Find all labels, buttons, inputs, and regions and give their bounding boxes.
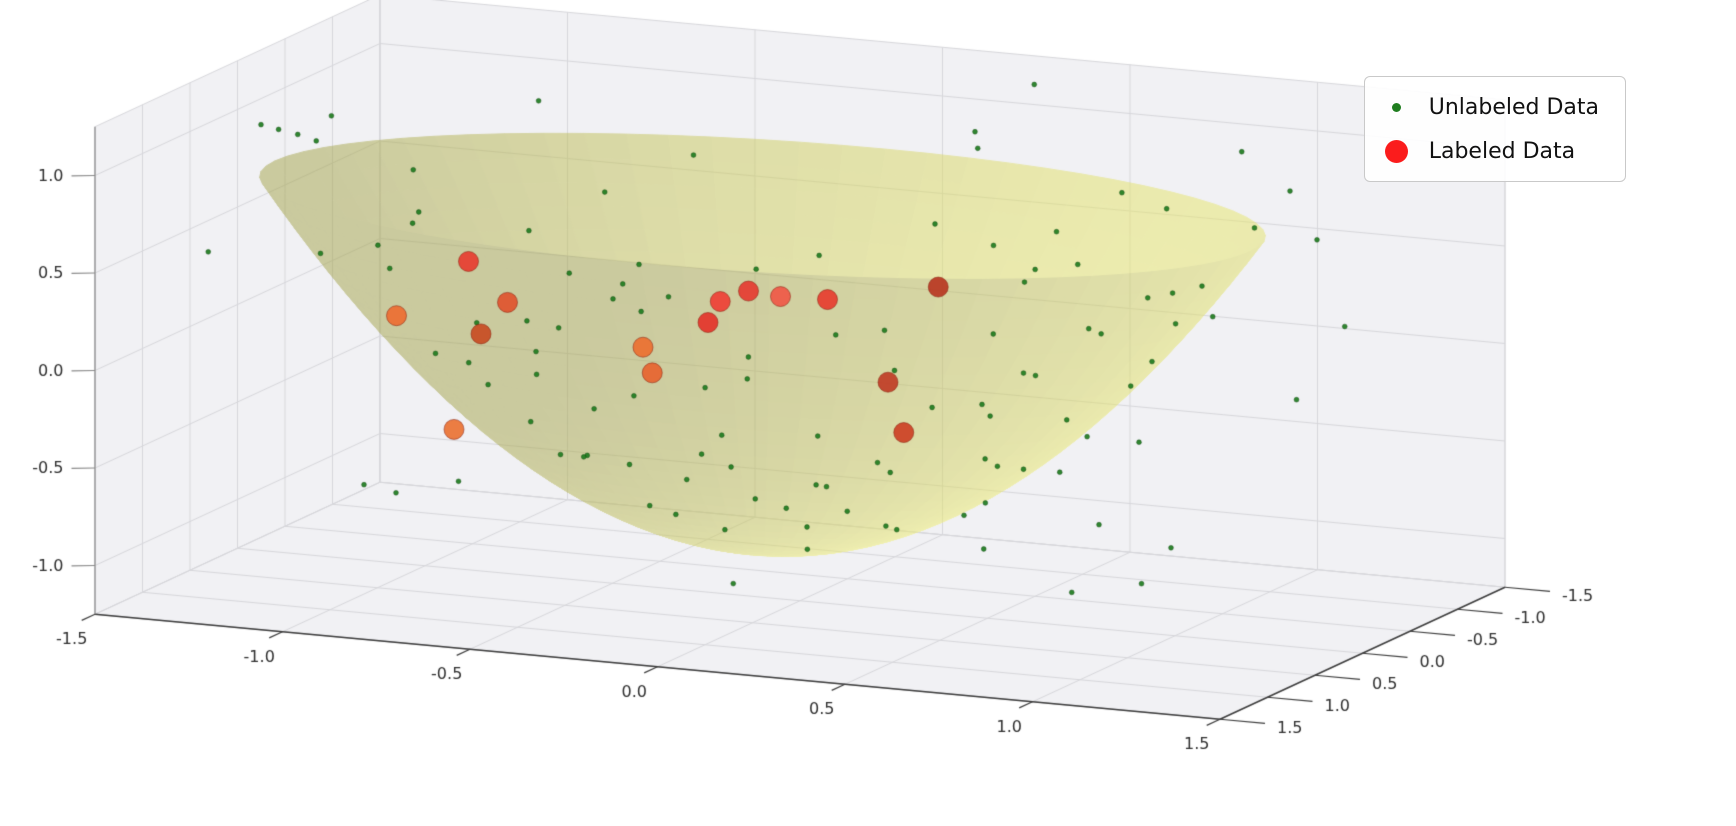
labeled-marker-icon <box>1379 139 1415 163</box>
legend-label-labeled: Labeled Data <box>1428 138 1576 164</box>
legend-label-unlabeled: Unlabeled Data <box>1428 94 1599 120</box>
green-dot-icon <box>1392 102 1402 112</box>
red-dot-icon <box>1385 139 1409 163</box>
legend-entry-labeled: Labeled Data <box>1379 133 1599 169</box>
legend-entry-unlabeled: Unlabeled Data <box>1379 89 1599 125</box>
unlabeled-marker-icon <box>1379 102 1415 112</box>
legend: Unlabeled Data Labeled Data <box>1363 76 1626 182</box>
